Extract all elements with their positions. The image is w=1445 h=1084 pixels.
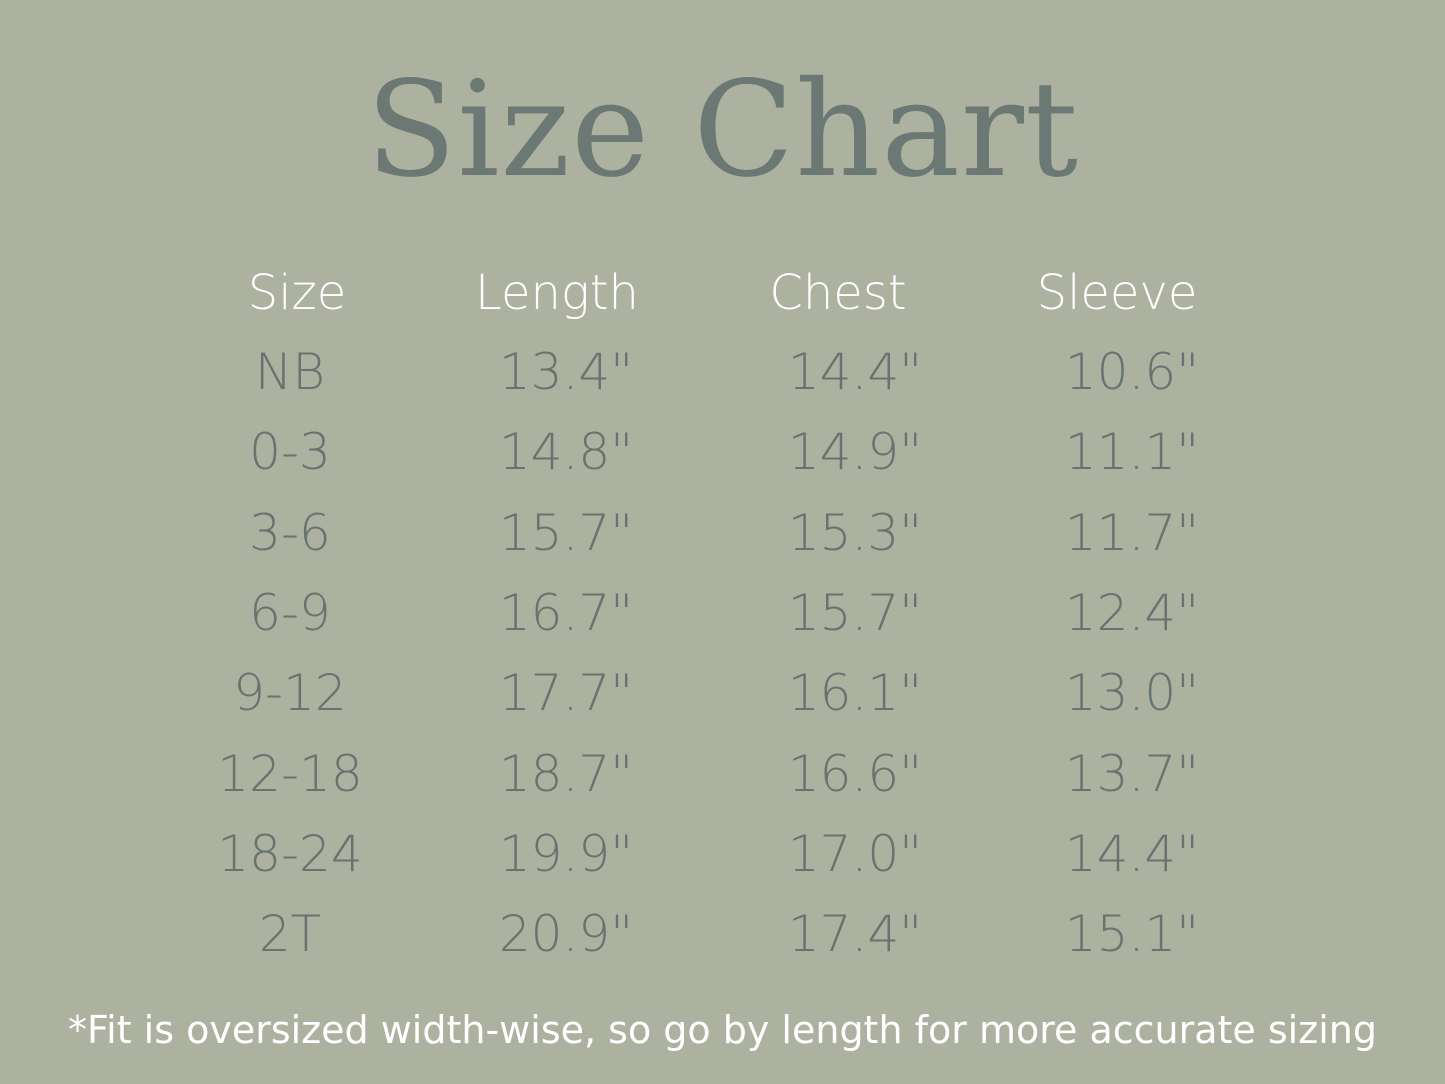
cell-sleeve: 14.4" [1064, 824, 1200, 883]
cell-size: 0-3 [249, 423, 331, 482]
cell-sleeve: 11.1" [1064, 423, 1200, 482]
cell-chest: 17.4" [787, 905, 923, 964]
cell-sleeve: 13.7" [1064, 744, 1200, 803]
cell-sleeve: 15.1" [1064, 905, 1200, 964]
cell-length: 16.7" [498, 583, 634, 642]
cell-sleeve: 12.4" [1064, 583, 1200, 642]
cell-chest: 14.4" [787, 343, 923, 401]
cell-length: 15.7" [498, 503, 634, 562]
column-header-chest: Chest [769, 265, 907, 321]
column-header-size: Size [247, 265, 347, 321]
cell-size: NB [254, 343, 326, 401]
cell-length: 13.4" [498, 343, 634, 401]
cell-sleeve: 11.7" [1064, 503, 1200, 562]
cell-sleeve: 13.0" [1064, 664, 1200, 723]
page-title: Size Chart [365, 53, 1080, 207]
cell-chest: 15.3" [787, 503, 923, 562]
column-header-sleeve: Sleeve [1036, 265, 1198, 321]
cell-chest: 16.1" [787, 664, 923, 723]
cell-length: 19.9" [498, 824, 634, 883]
cell-length: 20.9" [498, 905, 634, 964]
cell-size: 18-24 [217, 824, 363, 883]
cell-size: 12-18 [217, 744, 363, 803]
cell-size: 9-12 [233, 664, 347, 723]
cell-chest: 17.0" [787, 824, 923, 883]
cell-size: 2T [258, 905, 322, 964]
cell-length: 17.7" [498, 664, 634, 723]
cell-chest: 15.7" [787, 583, 923, 642]
cell-size: 6-9 [249, 583, 331, 642]
cell-chest: 16.6" [787, 744, 923, 803]
cell-chest: 14.9" [787, 423, 923, 482]
cell-length: 14.8" [498, 423, 634, 482]
cell-size: 3-6 [249, 503, 331, 562]
cell-length: 18.7" [498, 744, 634, 803]
cell-sleeve: 10.6" [1064, 343, 1200, 401]
footnote: *Fit is oversized width-wise, so go by l… [68, 1008, 1377, 1052]
column-header-length: Length [475, 265, 639, 321]
